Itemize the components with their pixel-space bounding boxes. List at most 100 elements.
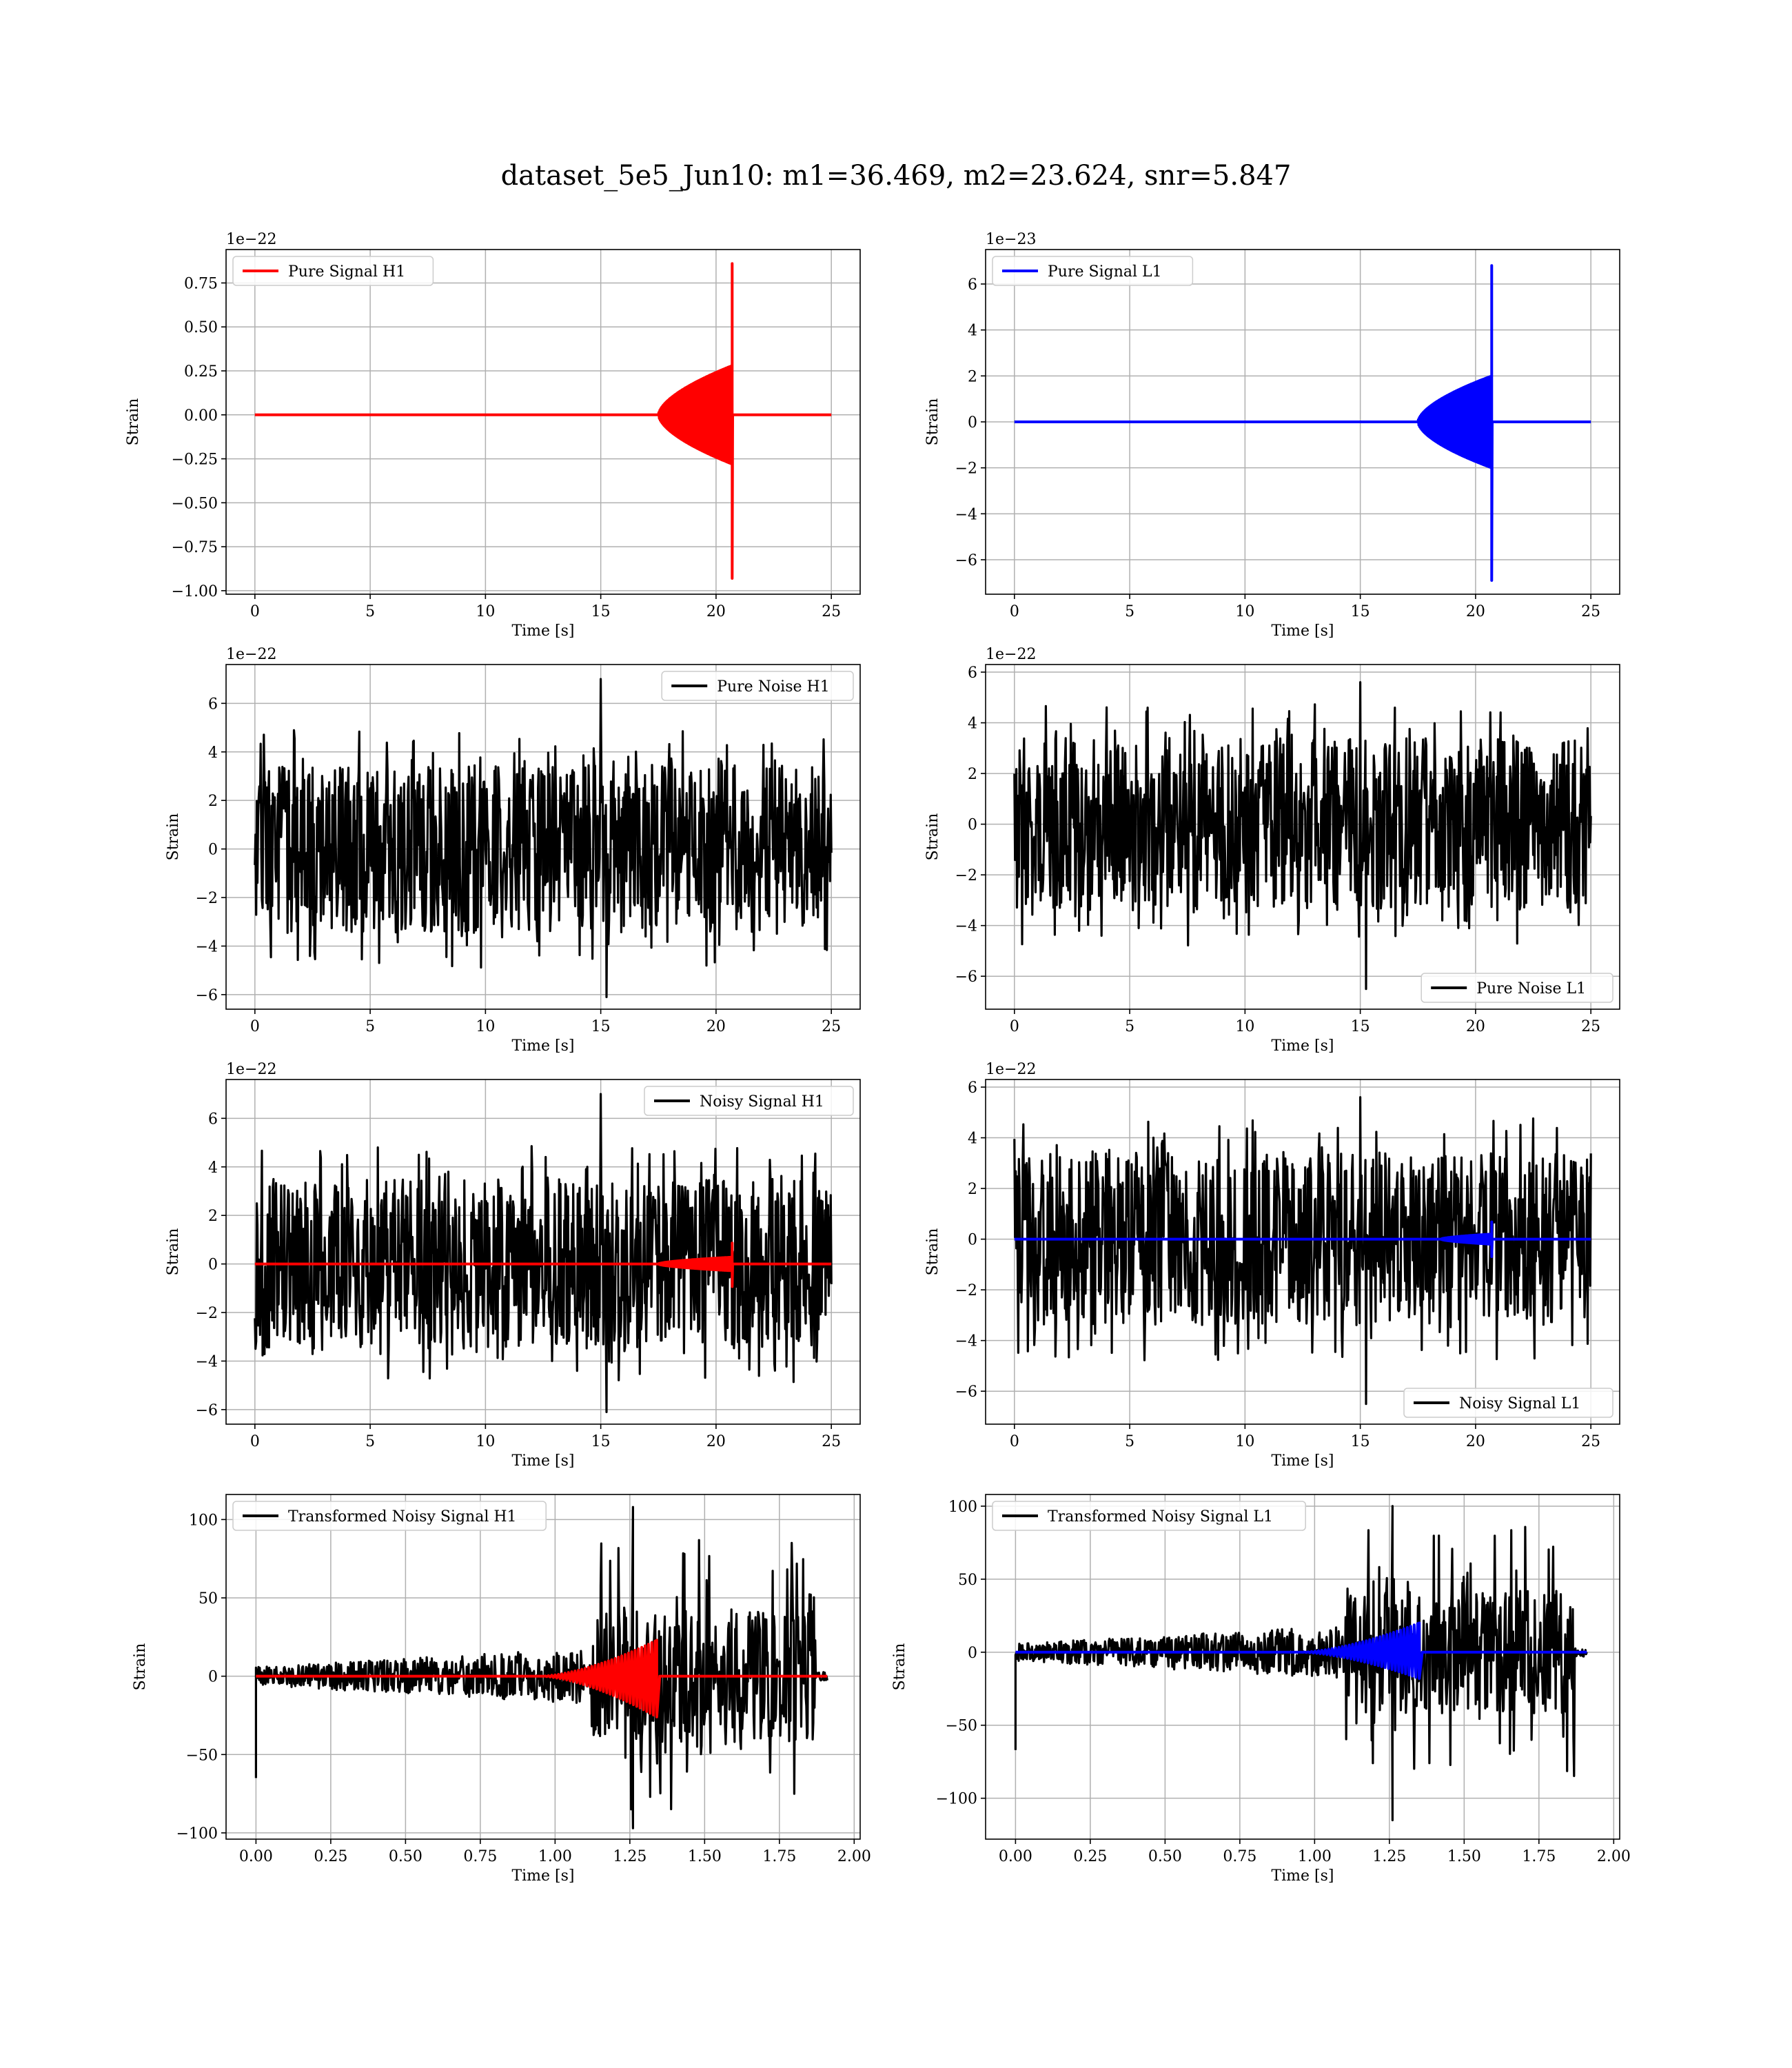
series-line-noisy-signal-h1-0 bbox=[254, 1093, 833, 1413]
x-tick-label: 20 bbox=[706, 1433, 726, 1450]
axes-frame bbox=[985, 664, 1620, 1010]
legend: Transformed Noisy Signal L1 bbox=[992, 1501, 1306, 1531]
y-tick-label: 50 bbox=[958, 1572, 977, 1589]
subplot-noisy-signal-h1: 0 5 10 15 20 25 −6 −4 −2 0 2 4 6 Time [s] Strain 1e−22 N… bbox=[165, 1061, 861, 1470]
x-tick-label: 5 bbox=[365, 1018, 375, 1035]
y-tick-label: 2 bbox=[968, 1181, 977, 1198]
axes-frame bbox=[225, 1494, 861, 1840]
y-tick-label: −4 bbox=[196, 1353, 218, 1370]
axis-offset-label: 1e−22 bbox=[226, 1061, 276, 1078]
y-axis-label: Strain bbox=[924, 1228, 941, 1276]
x-tick-label: 20 bbox=[1466, 1433, 1485, 1450]
y-tick-label: 100 bbox=[189, 1512, 218, 1529]
x-tick-label: 0.50 bbox=[389, 1848, 422, 1865]
x-tick-label: 15 bbox=[1351, 1018, 1370, 1035]
subplot-pure-signal-h1: 0 5 10 15 20 25 −1.00 −0.75 −0.50 −0.25 0.00 0.25 0.… bbox=[125, 231, 861, 640]
y-tick-label: 6 bbox=[968, 276, 977, 294]
y-tick-label: 6 bbox=[968, 1079, 977, 1097]
y-tick-label: −4 bbox=[196, 938, 218, 955]
y-tick-label: 0 bbox=[968, 414, 977, 432]
y-tick-label: −6 bbox=[955, 552, 977, 569]
legend-box bbox=[1403, 1388, 1613, 1418]
x-tick-label: 0.00 bbox=[999, 1848, 1032, 1865]
y-tick-label: −2 bbox=[196, 890, 218, 907]
legend: Transformed Noisy Signal H1 bbox=[232, 1501, 547, 1531]
legend-label: Transformed Noisy Signal H1 bbox=[288, 1508, 517, 1525]
axes-frame bbox=[985, 1079, 1620, 1425]
y-tick-label: 4 bbox=[968, 323, 977, 340]
x-tick-label: 1.00 bbox=[538, 1848, 572, 1865]
series-line-noisy-signal-h1-1 bbox=[254, 1241, 832, 1288]
y-tick-label: 2 bbox=[968, 368, 977, 385]
axis-offset-label: 1e−22 bbox=[226, 231, 276, 248]
legend: Noisy Signal H1 bbox=[644, 1086, 854, 1116]
x-tick-label: 5 bbox=[1125, 603, 1134, 620]
y-tick-label: 100 bbox=[948, 1499, 977, 1516]
x-tick-label: 25 bbox=[1581, 1018, 1600, 1035]
y-tick-label: 6 bbox=[208, 1111, 218, 1128]
subplot-pure-signal-l1: 0 5 10 15 20 25 −6 −4 −2 0 2 4 6 Time [s] Strain 1e−23 P… bbox=[924, 231, 1620, 640]
y-axis-label: Strain bbox=[165, 813, 182, 861]
x-tick-label: 5 bbox=[1125, 1433, 1134, 1450]
x-tick-label: 2.00 bbox=[837, 1848, 871, 1865]
y-tick-label: −50 bbox=[186, 1747, 218, 1764]
x-tick-label: 20 bbox=[706, 1018, 726, 1035]
x-axis-label: Time [s] bbox=[1271, 622, 1334, 640]
x-tick-label: 0.25 bbox=[314, 1848, 347, 1865]
axis-offset-label: 1e−23 bbox=[986, 231, 1036, 248]
x-tick-label: 0 bbox=[250, 1018, 260, 1035]
x-tick-label: 0 bbox=[1010, 1018, 1019, 1035]
legend: Pure Signal L1 bbox=[992, 256, 1194, 286]
legend-label: Noisy Signal H1 bbox=[700, 1093, 824, 1111]
legend: Pure Noise L1 bbox=[1421, 973, 1613, 1003]
figure-title: dataset_5e5_Jun10: m1=36.469, m2=23.624,… bbox=[501, 160, 1292, 192]
legend-label: Pure Signal L1 bbox=[1048, 263, 1162, 281]
y-tick-label: −4 bbox=[955, 918, 977, 935]
y-tick-label: −6 bbox=[196, 987, 218, 1004]
x-axis-label: Time [s] bbox=[511, 1867, 574, 1885]
y-tick-label: −1.00 bbox=[172, 583, 218, 600]
x-tick-label: 0.25 bbox=[1073, 1848, 1107, 1865]
y-tick-label: −6 bbox=[196, 1402, 218, 1419]
x-tick-label: 0.75 bbox=[463, 1848, 497, 1865]
x-tick-label: 25 bbox=[1581, 1433, 1600, 1450]
y-tick-label: −50 bbox=[946, 1718, 977, 1735]
y-tick-label: −0.75 bbox=[172, 539, 218, 556]
x-tick-label: 0 bbox=[1010, 603, 1019, 620]
series-line-transformed-noisy-signal-h1-1 bbox=[256, 1639, 828, 1719]
y-axis-label: Strain bbox=[891, 1643, 908, 1691]
y-tick-label: −100 bbox=[936, 1791, 977, 1808]
y-tick-label: −2 bbox=[955, 460, 977, 478]
legend-box bbox=[1421, 973, 1613, 1003]
legend-label: Pure Noise H1 bbox=[717, 678, 830, 696]
x-tick-label: 1.50 bbox=[688, 1848, 722, 1865]
y-tick-label: −4 bbox=[955, 506, 977, 523]
x-axis-label: Time [s] bbox=[1271, 1037, 1334, 1055]
axes-frame bbox=[225, 1079, 861, 1425]
legend-label: Pure Noise L1 bbox=[1476, 980, 1586, 997]
axes-frame bbox=[225, 664, 861, 1010]
y-tick-label: −2 bbox=[955, 1282, 977, 1299]
x-tick-label: 25 bbox=[822, 1018, 841, 1035]
axes-frame bbox=[985, 1494, 1620, 1840]
series-line-pure-noise-l1-0 bbox=[1013, 681, 1592, 991]
x-tick-label: 15 bbox=[591, 603, 611, 620]
legend: Noisy Signal L1 bbox=[1403, 1388, 1613, 1418]
x-tick-label: 10 bbox=[1235, 1433, 1254, 1450]
series-line-pure-signal-l1-0 bbox=[1013, 264, 1591, 582]
y-tick-label: 4 bbox=[208, 1159, 218, 1177]
x-tick-label: 25 bbox=[822, 603, 841, 620]
subplot-transformed-noisy-signal-l1: 0.00 0.25 0.50 0.75 1.00 1.25 1.50 1.75 2.00 −100… bbox=[891, 1494, 1631, 1885]
axis-offset-label: 1e−22 bbox=[226, 646, 276, 663]
x-tick-label: 10 bbox=[1235, 603, 1254, 620]
y-tick-label: 0.75 bbox=[184, 275, 218, 292]
subplot-pure-noise-l1: 0 5 10 15 20 25 −6 −4 −2 0 2 4 6 Time [s] Strain 1e−22 P… bbox=[924, 646, 1620, 1055]
x-tick-label: 1.75 bbox=[762, 1848, 796, 1865]
x-tick-label: 15 bbox=[1351, 1433, 1370, 1450]
y-tick-label: 0 bbox=[968, 1232, 977, 1249]
legend-box bbox=[992, 1501, 1306, 1531]
subplot-transformed-noisy-signal-h1: 0.00 0.25 0.50 0.75 1.00 1.25 1.50 1.75 2.00 −100… bbox=[132, 1494, 871, 1885]
x-tick-label: 20 bbox=[706, 603, 726, 620]
y-axis-label: Strain bbox=[924, 813, 941, 861]
